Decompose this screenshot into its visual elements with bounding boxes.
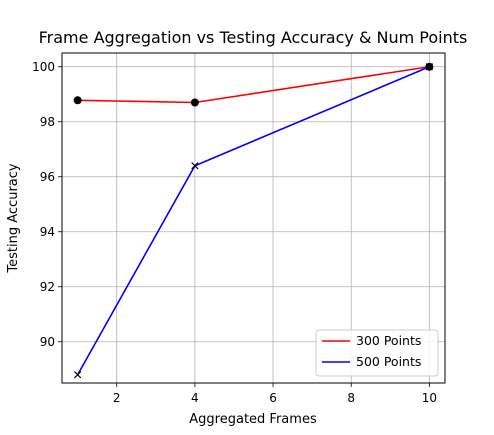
x-tick-label: 6 [269, 391, 277, 405]
x-axis-label: Aggregated Frames [189, 412, 317, 427]
y-tick-label: 90 [40, 335, 55, 349]
x-tick-label: 4 [191, 391, 199, 405]
y-tick-label: 92 [40, 280, 55, 294]
grid [62, 53, 445, 383]
data-point-500-points [425, 63, 433, 71]
y-axis-label: Testing Accuracy [6, 163, 21, 273]
legend-label-500-points: 500 Points [356, 354, 421, 369]
legend-label-300-points: 300 Points [356, 333, 421, 348]
x-tick-label: 2 [113, 391, 121, 405]
x-tick-label: 10 [422, 391, 437, 405]
data-point-300-points [190, 98, 199, 107]
data-point-300-points [73, 96, 82, 105]
y-tick-label: 100 [32, 60, 55, 74]
legend: 300 Points 500 Points [315, 329, 439, 377]
y-tick-label: 94 [40, 225, 55, 239]
plot-frame [61, 52, 446, 384]
ticks: 2 4 6 8 10 90 92 94 96 98 100 [32, 60, 437, 405]
series-layer [73, 62, 434, 379]
y-tick-label: 96 [40, 170, 55, 184]
data-point-500-points [191, 162, 199, 170]
data-point-500-points [74, 371, 82, 379]
y-tick-label: 98 [40, 115, 55, 129]
series-line-500-points [76, 66, 430, 376]
x-tick-label: 8 [347, 391, 355, 405]
chart-title: Frame Aggregation vs Testing Accuracy & … [39, 28, 468, 47]
series-line-300-points [77, 65, 430, 104]
